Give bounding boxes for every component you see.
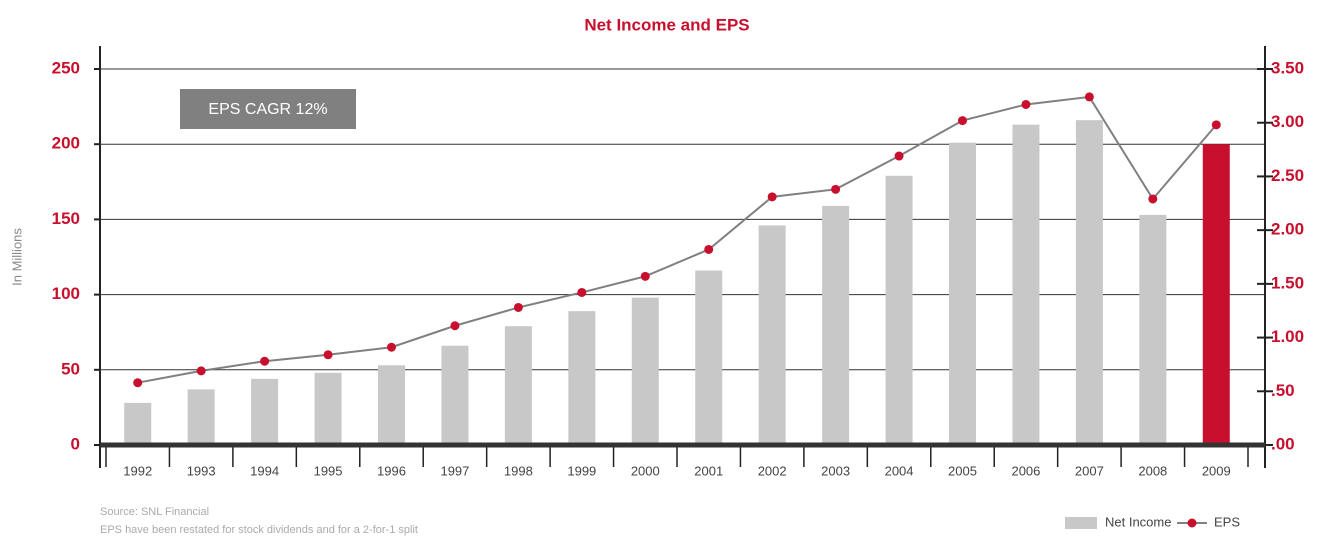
point	[450, 321, 460, 331]
point	[1084, 92, 1094, 102]
bar	[949, 142, 976, 446]
point	[894, 151, 904, 161]
y2-tick-label: 1.50	[1271, 273, 1304, 292]
x-tick-label: 2003	[821, 463, 850, 478]
point	[387, 342, 396, 352]
annotation-box	[180, 89, 356, 129]
y2-tick-label: 1.00	[1271, 327, 1304, 346]
point	[513, 302, 523, 312]
y-tick-label: 150	[52, 209, 80, 228]
point	[958, 116, 967, 126]
chart-title: Net Income and EPS	[584, 15, 749, 34]
annotation: EPS CAGR 12%	[208, 101, 327, 118]
bar	[822, 205, 850, 445]
y-tick-label: 0	[71, 434, 80, 453]
x-tick-label: 1992	[123, 463, 152, 478]
legend-label: Net Income	[1105, 514, 1171, 529]
x-tick-label: 2001	[694, 463, 723, 478]
x-tick-label: 1998	[504, 463, 533, 478]
x-tick-label: 1995	[314, 463, 343, 478]
point	[1021, 99, 1031, 109]
y-tick-label: 100	[52, 284, 80, 303]
y-tick-label: 200	[52, 134, 80, 153]
legend-label: EPS	[1214, 514, 1240, 529]
bar	[504, 326, 532, 445]
bar	[758, 225, 786, 445]
point	[577, 287, 587, 297]
bar	[631, 297, 659, 445]
x-tick-label: 2005	[948, 463, 977, 478]
x-tick-label: 1993	[187, 463, 216, 478]
x-tick-label: 2009	[1202, 463, 1231, 478]
bar	[1012, 124, 1040, 445]
x-tick-label: 2000	[631, 463, 660, 478]
x-tick-label: 2004	[885, 463, 914, 478]
bar	[187, 389, 215, 445]
y-axis-label: In Millions	[9, 228, 24, 286]
bar	[314, 372, 342, 445]
bar	[1139, 214, 1167, 445]
bar	[1075, 120, 1103, 446]
y2-tick-label: .50	[1271, 381, 1295, 400]
point	[133, 378, 143, 388]
bar	[441, 345, 469, 445]
x-tick-label: 1996	[377, 463, 406, 478]
bar	[124, 402, 152, 445]
y-tick-label: 250	[52, 58, 80, 77]
x-tick-label: 2008	[1138, 463, 1167, 478]
x-tick-label: 2007	[1075, 463, 1104, 478]
y2-tick-label: 3.00	[1271, 112, 1304, 131]
bar	[1202, 144, 1230, 445]
note: Source: SNL Financial	[100, 506, 209, 518]
y2-tick-label: .00	[1271, 434, 1295, 453]
point	[831, 184, 841, 194]
bar	[378, 365, 405, 445]
note: EPS have been restated for stock dividen…	[100, 524, 418, 536]
bar	[251, 378, 279, 445]
y-tick-label: 50	[61, 359, 80, 378]
point	[1148, 194, 1158, 204]
legend-swatch	[1065, 517, 1097, 529]
legend-marker	[1187, 518, 1197, 528]
bar	[885, 175, 913, 445]
y2-tick-label: 2.50	[1271, 166, 1304, 185]
bar	[568, 311, 596, 445]
x-tick-label: 2006	[1011, 463, 1040, 478]
point	[323, 350, 333, 360]
line	[137, 95, 1218, 384]
y2-tick-label: 2.00	[1271, 220, 1304, 239]
point	[640, 271, 650, 281]
bar	[695, 270, 723, 445]
point	[196, 366, 206, 376]
point	[704, 244, 714, 254]
x-tick-label: 1994	[250, 463, 279, 478]
point	[1211, 120, 1221, 130]
point	[767, 192, 777, 202]
y2-tick-label: 3.50	[1271, 58, 1304, 77]
x-tick-label: 1999	[567, 463, 596, 478]
point	[260, 356, 270, 366]
x-tick-label: 1997	[440, 463, 469, 478]
x-tick-label: 2002	[758, 463, 787, 478]
